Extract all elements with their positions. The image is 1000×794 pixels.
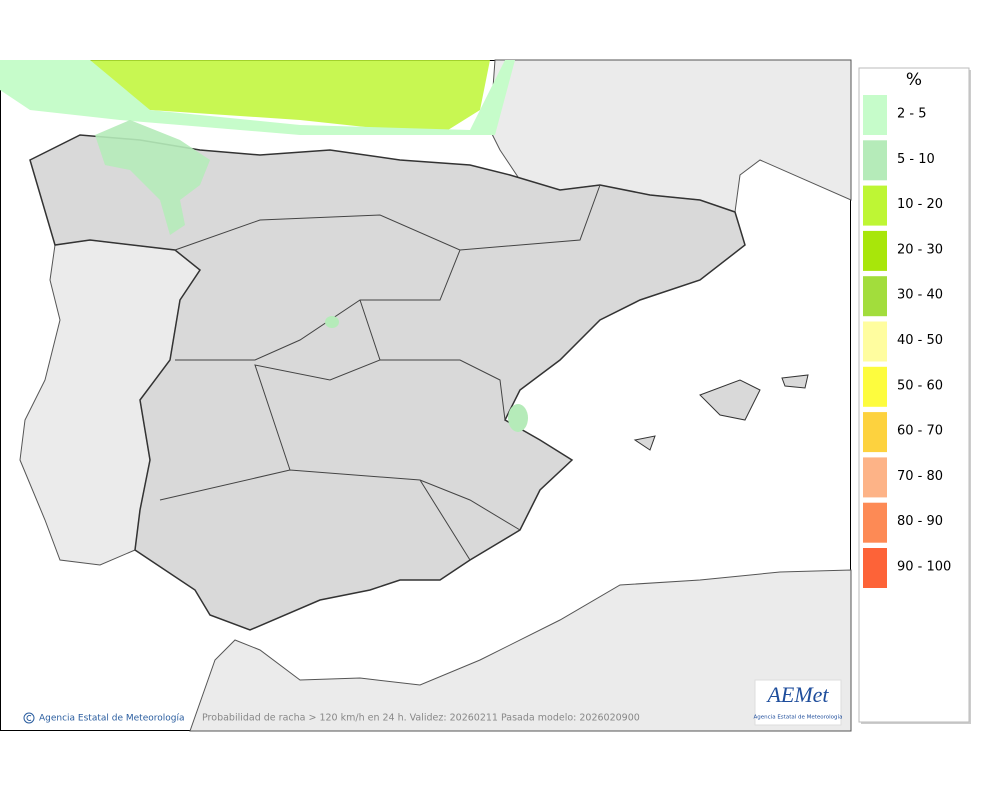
legend-label: 50 - 60 <box>897 378 943 393</box>
legend-label: 30 - 40 <box>897 288 943 303</box>
probability-area <box>95 120 210 235</box>
legend-swatch <box>863 321 887 362</box>
probability-area <box>0 60 515 135</box>
legend-swatch <box>863 412 887 453</box>
credit: Agencia Estatal de Meteorología <box>39 714 185 724</box>
land-balearics <box>633 374 809 451</box>
land-spain <box>29 134 746 631</box>
legend-label: 80 - 90 <box>897 514 943 529</box>
copyright-icon <box>23 712 35 724</box>
legend-swatch <box>863 140 887 181</box>
copyright-icon <box>26 715 32 721</box>
legend-swatch <box>863 502 887 543</box>
legend-swatch <box>863 185 887 226</box>
legend-label: 10 - 20 <box>897 197 943 212</box>
legend-swatch <box>863 548 887 588</box>
legend-swatch <box>863 457 887 498</box>
legend-label: 20 - 30 <box>897 242 943 257</box>
legend-label: 70 - 80 <box>897 469 943 484</box>
legend-swatch <box>863 95 887 135</box>
legend-swatch <box>863 230 887 271</box>
logo-subtitle: Agencia Estatal de Meteorología <box>754 714 843 721</box>
probability-area <box>508 404 528 432</box>
legend-title: % <box>906 70 922 90</box>
legend-label: 2 - 5 <box>897 107 927 122</box>
logo-name: AEMet <box>765 682 829 707</box>
legend-label: 5 - 10 <box>897 152 935 167</box>
caption: Probabilidad de racha > 120 km/h en 24 h… <box>202 713 640 724</box>
legend-label: 90 - 100 <box>897 560 951 575</box>
legend-label: 40 - 50 <box>897 333 943 348</box>
legend-items: 2 - 5 5 - 10 10 - 20 20 - 30 30 - 40 40 - 50 5… <box>863 95 951 588</box>
land-africa <box>189 569 852 732</box>
region-borders <box>159 184 601 561</box>
legend-swatch <box>863 366 887 407</box>
legend-label: 60 - 70 <box>897 424 943 439</box>
probability-area <box>325 316 339 328</box>
logo-box <box>754 679 842 726</box>
legend-swatch <box>863 276 887 317</box>
probability-area <box>90 60 490 135</box>
